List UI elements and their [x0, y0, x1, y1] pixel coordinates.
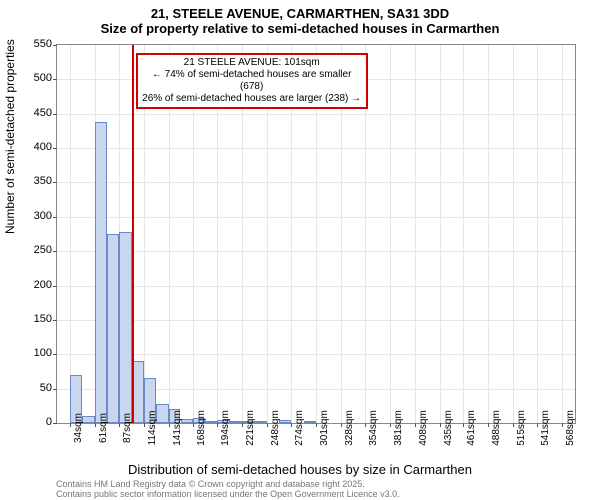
xtick-label: 354sqm — [368, 410, 379, 446]
ytick-mark — [53, 354, 57, 355]
ytick-mark — [53, 423, 57, 424]
xtick-label: 87sqm — [122, 413, 133, 443]
xtick-label: 488sqm — [491, 410, 502, 446]
xtick-label: 61sqm — [98, 413, 109, 443]
chart-title-sub: Size of property relative to semi-detach… — [0, 21, 600, 40]
xtick-mark — [440, 423, 441, 427]
xtick-label: 221sqm — [245, 410, 256, 446]
gridline-vertical — [390, 45, 391, 423]
annotation-line2: ← 74% of semi-detached houses are smalle… — [142, 69, 362, 93]
ytick-mark — [53, 79, 57, 80]
ytick-mark — [53, 148, 57, 149]
xtick-mark — [193, 423, 194, 427]
xtick-mark — [341, 423, 342, 427]
xtick-mark — [463, 423, 464, 427]
xtick-label: 568sqm — [565, 410, 576, 446]
histogram-bar — [95, 122, 107, 423]
indicator-line — [132, 45, 134, 423]
xtick-mark — [119, 423, 120, 427]
ytick-label: 500 — [12, 72, 52, 84]
xtick-label: 408sqm — [418, 410, 429, 446]
xtick-label: 34sqm — [73, 413, 84, 443]
xtick-mark — [415, 423, 416, 427]
xtick-mark — [95, 423, 96, 427]
xtick-label: 381sqm — [393, 410, 404, 446]
ytick-label: 50 — [12, 382, 52, 394]
xtick-mark — [144, 423, 145, 427]
ytick-label: 100 — [12, 347, 52, 359]
xtick-mark — [267, 423, 268, 427]
xtick-label: 274sqm — [294, 410, 305, 446]
ytick-label: 550 — [12, 38, 52, 50]
annotation-line3: 26% of semi-detached houses are larger (… — [142, 93, 362, 105]
ytick-mark — [53, 251, 57, 252]
annotation-line1: 21 STEELE AVENUE: 101sqm — [142, 57, 362, 69]
gridline-vertical — [440, 45, 441, 423]
xtick-label: 515sqm — [516, 410, 527, 446]
xtick-mark — [537, 423, 538, 427]
ytick-mark — [53, 182, 57, 183]
xtick-label: 541sqm — [540, 410, 551, 446]
xtick-mark — [316, 423, 317, 427]
attribution-text: Contains HM Land Registry data © Crown c… — [56, 480, 400, 500]
histogram-bar — [119, 232, 132, 423]
gridline-vertical — [415, 45, 416, 423]
gridline-vertical — [537, 45, 538, 423]
xtick-mark — [169, 423, 170, 427]
annotation-box: 21 STEELE AVENUE: 101sqm← 74% of semi-de… — [136, 53, 368, 109]
gridline-vertical — [562, 45, 563, 423]
xtick-mark — [70, 423, 71, 427]
xtick-mark — [365, 423, 366, 427]
ytick-label: 300 — [12, 210, 52, 222]
ytick-mark — [53, 114, 57, 115]
xtick-label: 194sqm — [220, 410, 231, 446]
xtick-label: 461sqm — [466, 410, 477, 446]
xtick-mark — [291, 423, 292, 427]
x-axis-label: Distribution of semi-detached houses by … — [0, 462, 600, 477]
histogram-bar — [205, 421, 217, 423]
gridline-vertical — [488, 45, 489, 423]
ytick-mark — [53, 320, 57, 321]
xtick-label: 435sqm — [443, 410, 454, 446]
histogram-bar — [230, 421, 242, 423]
xtick-label: 168sqm — [196, 410, 207, 446]
ytick-mark — [53, 389, 57, 390]
gridline-vertical — [70, 45, 71, 423]
ytick-label: 150 — [12, 313, 52, 325]
ytick-label: 250 — [12, 244, 52, 256]
gridline-vertical — [513, 45, 514, 423]
attribution-line2: Contains public sector information licen… — [56, 490, 400, 500]
ytick-label: 350 — [12, 175, 52, 187]
xtick-mark — [513, 423, 514, 427]
xtick-mark — [562, 423, 563, 427]
xtick-mark — [488, 423, 489, 427]
xtick-label: 301sqm — [319, 410, 330, 446]
histogram-bar — [304, 421, 316, 423]
ytick-label: 0 — [12, 416, 52, 428]
gridline-vertical — [463, 45, 464, 423]
xtick-label: 328sqm — [344, 410, 355, 446]
ytick-mark — [53, 45, 57, 46]
xtick-label: 248sqm — [270, 410, 281, 446]
ytick-label: 400 — [12, 141, 52, 153]
histogram-bar — [107, 234, 119, 423]
xtick-mark — [390, 423, 391, 427]
xtick-mark — [217, 423, 218, 427]
xtick-label: 114sqm — [147, 411, 158, 446]
chart-title-main: 21, STEELE AVENUE, CARMARTHEN, SA31 3DD — [0, 0, 600, 21]
ytick-mark — [53, 286, 57, 287]
ytick-label: 450 — [12, 107, 52, 119]
histogram-bar — [254, 421, 267, 423]
chart-plot-area: 21 STEELE AVENUE: 101sqm← 74% of semi-de… — [56, 44, 576, 424]
xtick-mark — [242, 423, 243, 427]
xtick-label: 141sqm — [172, 410, 183, 446]
ytick-label: 200 — [12, 279, 52, 291]
y-axis-label: Number of semi-detached properties — [3, 39, 17, 234]
ytick-mark — [53, 217, 57, 218]
